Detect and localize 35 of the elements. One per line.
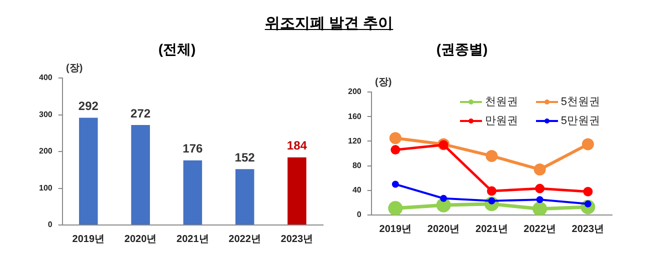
y-tick-label: 300 <box>38 110 53 119</box>
x-tick-label: 2021년 <box>176 234 209 245</box>
y-tick-label: 120 <box>348 136 362 146</box>
x-tick-label: 2020년 <box>124 234 157 245</box>
x-tick-label: 2019년 <box>72 234 105 245</box>
x-tick-label: 2023년 <box>572 224 604 235</box>
x-tick-label: 2023년 <box>280 234 314 245</box>
x-tick-label: 2022년 <box>228 234 261 245</box>
y-tick-label: 400 <box>38 73 53 82</box>
x-tick-label: 2022년 <box>524 224 556 235</box>
x-tick-label: 2021년 <box>476 224 508 235</box>
x-tick-label: 2020년 <box>427 224 460 235</box>
y-tick-label: 40 <box>352 186 362 195</box>
data-label: 292 <box>78 99 99 114</box>
y-axis-title: (장) <box>375 76 392 88</box>
y-tick-label: 160 <box>348 112 362 121</box>
legend-label: 천원권 <box>484 95 518 109</box>
legend-label: 만원권 <box>484 114 518 128</box>
y-axis-title: (장) <box>66 62 83 74</box>
chart-subtitle: (전체) <box>157 41 197 59</box>
y-tick-label: 100 <box>38 183 53 192</box>
y-tick-label: 0 <box>356 210 362 220</box>
chart-title: 위조지폐 발견 추이 <box>264 15 394 32</box>
legend-label: 5만원권 <box>560 114 600 128</box>
y-tick-label: 200 <box>348 87 362 96</box>
y-tick-label: 0 <box>48 220 53 230</box>
y-tick-label: 200 <box>38 146 53 156</box>
data-label: 176 <box>182 142 204 156</box>
chart-subtitle: (권종별) <box>435 41 489 59</box>
x-tick-label: 2019년 <box>379 224 412 235</box>
legend-label: 5천원권 <box>560 95 600 109</box>
data-label: 272 <box>130 106 151 120</box>
data-label: 184 <box>286 138 308 153</box>
y-tick-label: 80 <box>352 161 362 170</box>
data-label: 152 <box>234 150 256 164</box>
